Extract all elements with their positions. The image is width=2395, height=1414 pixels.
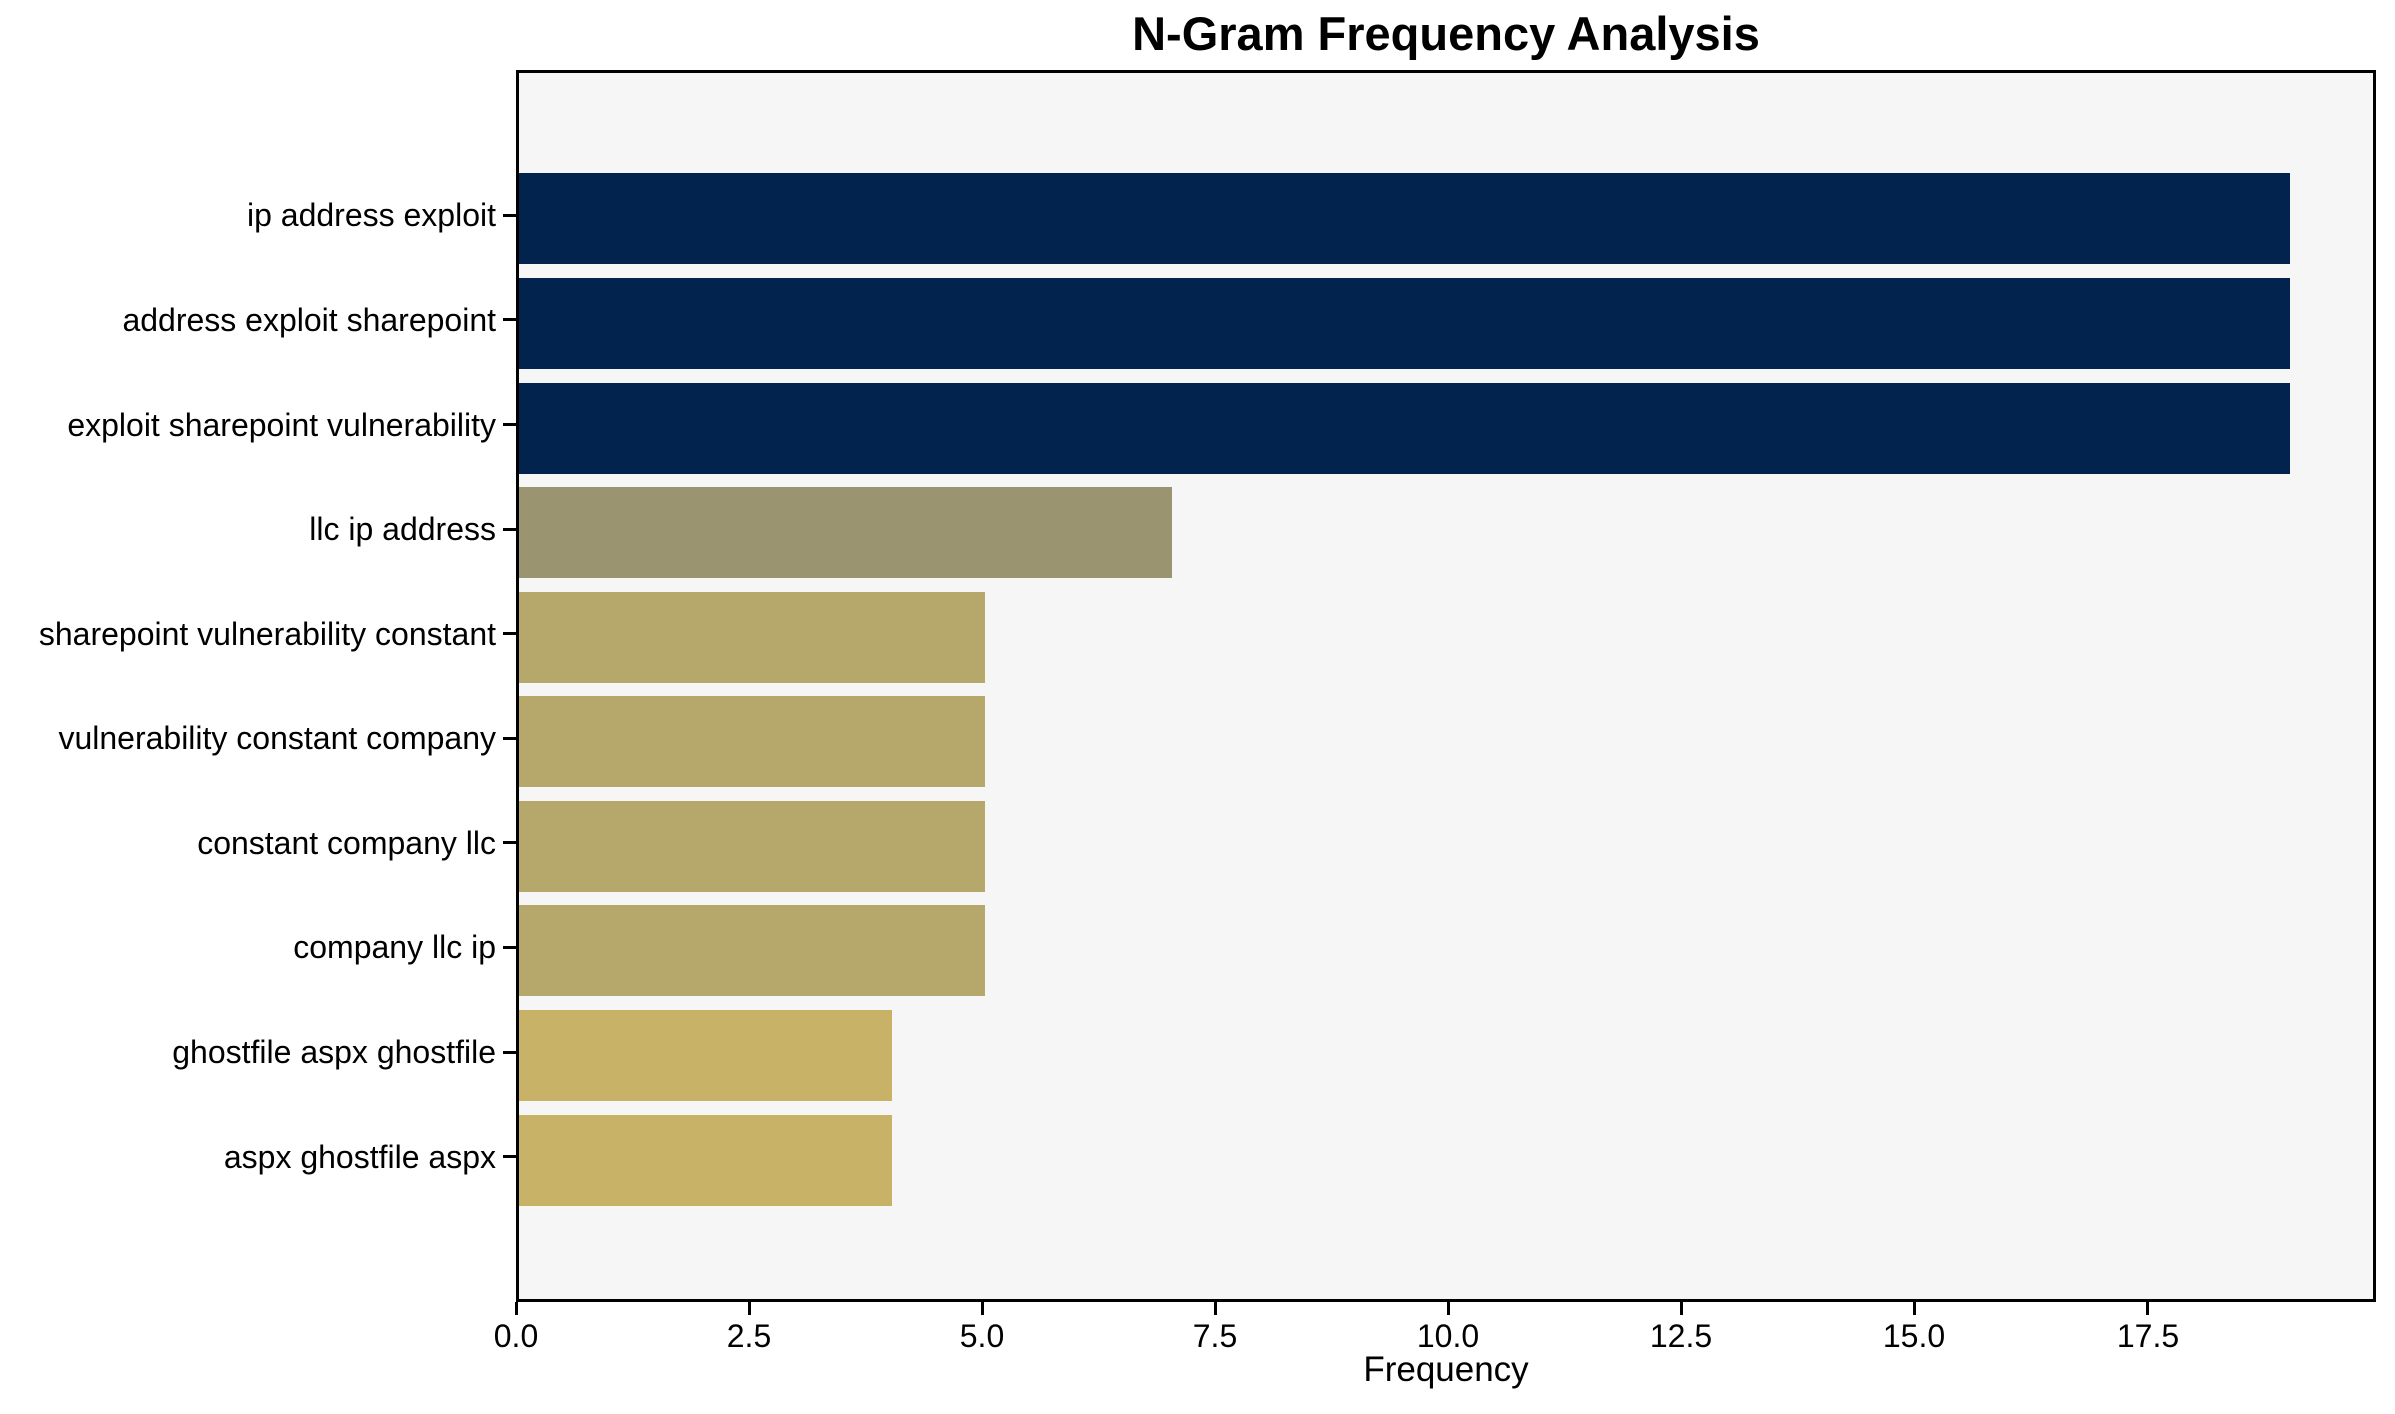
bar: [519, 173, 2290, 264]
bar: [519, 592, 985, 683]
y-tick-mark: [503, 841, 516, 844]
x-tick-label: 7.5: [1192, 1318, 1238, 1354]
bar: [519, 487, 1172, 578]
y-tick-label: vulnerability constant company: [58, 720, 496, 756]
bar: [519, 383, 2290, 474]
x-tick-label: 17.5: [2116, 1318, 2180, 1354]
x-axis-label: Frequency: [1363, 1350, 1529, 1389]
x-tick-mark: [981, 1302, 984, 1315]
x-tick-mark: [515, 1302, 518, 1315]
y-tick-label: ghostfile aspx ghostfile: [172, 1034, 496, 1070]
y-tick-label: exploit sharepoint vulnerability: [67, 407, 496, 443]
y-tick-label: company llc ip: [293, 929, 496, 965]
y-tick-mark: [503, 632, 516, 635]
y-tick-label: llc ip address: [309, 511, 496, 547]
y-tick-label: ip address exploit: [246, 197, 496, 233]
y-tick-mark: [503, 318, 516, 321]
bar: [519, 696, 985, 787]
bar: [519, 1115, 892, 1206]
bar: [519, 801, 985, 892]
y-tick-mark: [503, 946, 516, 949]
y-tick-mark: [503, 423, 516, 426]
x-tick-mark: [2146, 1302, 2149, 1315]
x-tick-label: 15.0: [1882, 1318, 1946, 1354]
bar: [519, 278, 2290, 369]
y-tick-label: address exploit sharepoint: [122, 302, 496, 338]
x-tick-mark: [1913, 1302, 1916, 1315]
x-tick-label: 0.0: [493, 1318, 539, 1354]
x-tick-label: 10.0: [1416, 1318, 1480, 1354]
y-tick-label: sharepoint vulnerability constant: [38, 616, 496, 652]
x-tick-label: 2.5: [726, 1318, 772, 1354]
x-tick-label: 5.0: [959, 1318, 1005, 1354]
y-tick-mark: [503, 528, 516, 531]
chart-title: N-Gram Frequency Analysis: [1132, 7, 1760, 60]
x-tick-mark: [748, 1302, 751, 1315]
y-tick-label: aspx ghostfile aspx: [223, 1139, 496, 1175]
y-tick-mark: [503, 214, 516, 217]
bar: [519, 1010, 892, 1101]
y-tick-mark: [503, 737, 516, 740]
y-tick-label: constant company llc: [197, 825, 496, 861]
x-tick-label: 12.5: [1649, 1318, 1713, 1354]
y-tick-mark: [503, 1155, 516, 1158]
bar: [519, 905, 985, 996]
y-tick-mark: [503, 1051, 516, 1054]
x-tick-mark: [1214, 1302, 1217, 1315]
x-tick-mark: [1680, 1302, 1683, 1315]
x-tick-mark: [1447, 1302, 1450, 1315]
